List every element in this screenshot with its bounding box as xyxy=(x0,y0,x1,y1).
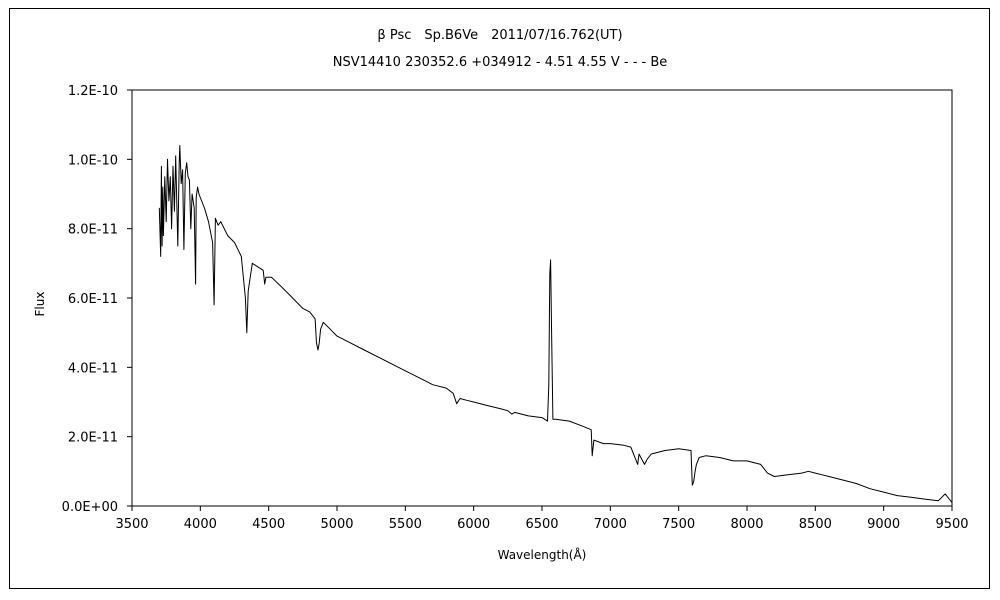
x-tick-label: 5500 xyxy=(389,517,422,532)
series-group xyxy=(158,145,953,503)
y-tick-label: 0.0E+00 xyxy=(62,500,118,515)
y-axis-ticks: 0.0E+00 2.0E-11 4.0E-11 6.0E-11 8.0E-11 1.0E-… xyxy=(62,84,132,515)
x-axis-label: Wavelength(Å) xyxy=(498,547,587,562)
x-tick-label: 8500 xyxy=(799,517,832,532)
x-tick-label: 6000 xyxy=(457,517,490,532)
y-tick-label: 8.0E-11 xyxy=(68,223,118,238)
x-tick-label: 7000 xyxy=(594,517,627,532)
y-axis-label: Flux xyxy=(33,292,47,317)
chart-title: β Psc Sp.B6Ve 2011/07/16.762(UT) xyxy=(377,28,623,43)
y-tick-label: 4.0E-11 xyxy=(68,361,118,376)
x-tick-label: 6500 xyxy=(525,517,558,532)
x-tick-label: 8000 xyxy=(730,517,763,532)
y-tick-label: 6.0E-11 xyxy=(68,292,118,307)
x-tick-label: 5000 xyxy=(320,517,353,532)
y-tick-label: 2.0E-11 xyxy=(68,431,118,446)
y-tick-label: 1.0E-10 xyxy=(68,153,118,168)
x-tick-label: 9000 xyxy=(867,517,900,532)
series-line-0 xyxy=(158,145,953,503)
x-tick-label: 3500 xyxy=(115,517,148,532)
chart-subtitle: NSV14410 230352.6 +034912 - 4.51 4.55 V … xyxy=(332,55,668,70)
x-tick-label: 7500 xyxy=(662,517,695,532)
x-tick-label: 4000 xyxy=(184,517,217,532)
chart-frame xyxy=(9,8,990,589)
plot-area xyxy=(131,89,953,507)
y-tick-label: 1.2E-10 xyxy=(68,84,118,99)
x-tick-label: 4500 xyxy=(252,517,285,532)
x-tick-label: 9500 xyxy=(935,517,968,532)
x-axis-ticks: 3500 4000 4500 5000 5500 6000 6500 7000 7500 8000… xyxy=(115,506,969,532)
